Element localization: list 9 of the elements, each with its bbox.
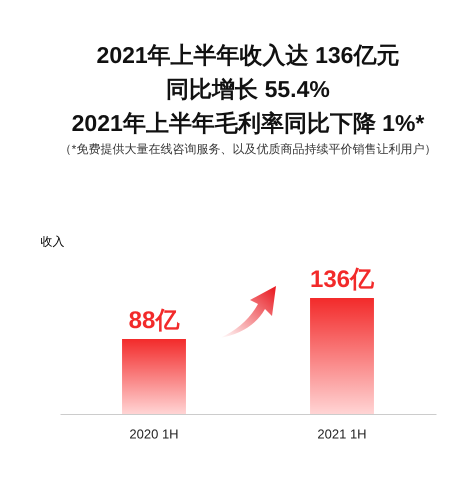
- x-tick-label: 2021 1H: [317, 426, 367, 442]
- text: 2021年上半年收入达 136亿元: [96, 42, 400, 68]
- data-label: 136亿: [310, 266, 376, 293]
- data-label: 88亿: [128, 306, 180, 334]
- chart-subtitle: （*免费提供大量在线咨询服务、以及优质商品持续平价销售让利用户）: [60, 142, 436, 156]
- text: 同比增长 55.4%: [166, 76, 330, 102]
- x-tick-label: 2020 1H: [129, 426, 179, 442]
- y-axis-title: 收入: [40, 234, 64, 248]
- text: 2021年上半年毛利率同比下降 1%*: [72, 110, 424, 136]
